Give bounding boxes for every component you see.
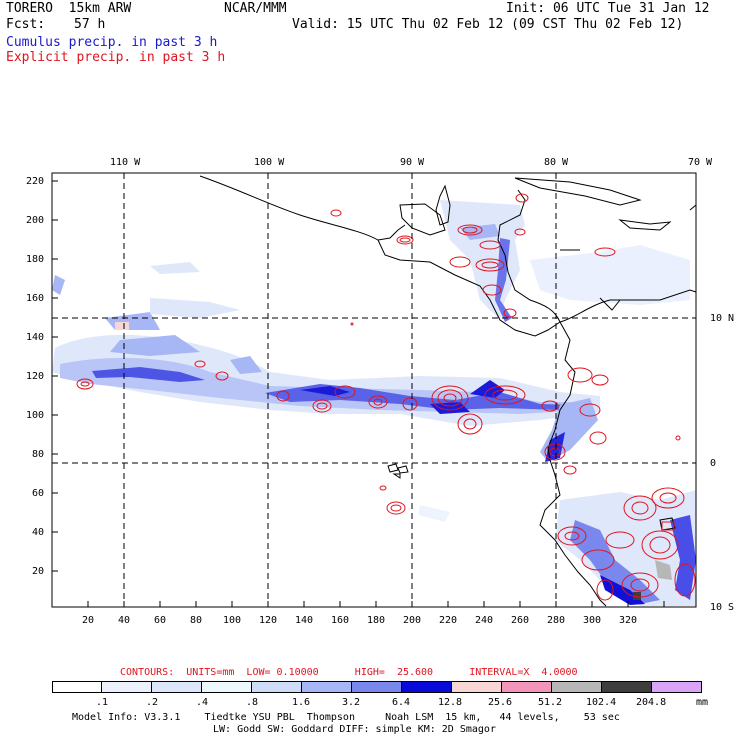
colorbar-label: 102.4	[586, 697, 617, 708]
colorbar-swatch	[601, 681, 652, 693]
forecast-label: Fcst:	[6, 17, 46, 32]
lat-lon-grid	[52, 173, 696, 607]
x-tick-label: 320	[619, 615, 638, 626]
lon-label-100w: 100 W	[254, 157, 285, 168]
forecast-hour: 57 h	[74, 17, 106, 32]
colorbar-swatch	[451, 681, 502, 693]
y-tick-label: 160	[26, 293, 45, 304]
lat-label-10s: 10 S	[710, 602, 735, 613]
colorbar-label: 6.4	[392, 697, 411, 708]
y-tick-label: 100	[26, 410, 45, 421]
lon-label-90w: 90 W	[400, 157, 425, 168]
x-tick-label: 40	[118, 615, 131, 626]
colorbar-swatch	[351, 681, 402, 693]
colorbar-swatch	[501, 681, 552, 693]
colorbar-swatch	[301, 681, 352, 693]
contour-info: CONTOURS: UNITS=mm LOW= 0.10000 HIGH= 25…	[120, 667, 578, 678]
lat-label-equator: 0	[710, 458, 717, 469]
cumulus-precip-legend: Cumulus precip. in past 3 h	[6, 35, 218, 50]
colorbar-swatch	[201, 681, 252, 693]
x-tick-label: 140	[295, 615, 314, 626]
colorbar-label: 12.8	[438, 697, 463, 708]
y-tick-label: 140	[26, 332, 45, 343]
x-tick-label: 180	[367, 615, 386, 626]
model-info: Model Info: V3.3.1 Tiedtke YSU PBL Thomp…	[72, 712, 620, 723]
y-tick-label: 220	[26, 176, 45, 187]
x-tick-label: 100	[223, 615, 242, 626]
organization-label: NCAR/MMM	[224, 1, 287, 16]
x-tick-label: 220	[439, 615, 458, 626]
colorbar-label: 1.6	[292, 697, 311, 708]
y-tick-label: 180	[26, 254, 45, 265]
x-tick-label: 120	[259, 615, 278, 626]
lon-label-70w: 70 W	[688, 157, 713, 168]
colorbar-label: .1	[96, 697, 109, 708]
colorbar-label: .4	[196, 697, 209, 708]
colorbar-swatch	[551, 681, 602, 693]
colorbar-label: .8	[246, 697, 259, 708]
map-frame	[51, 172, 697, 608]
x-tick-label: 200	[403, 615, 422, 626]
lat-label-10n: 10 N	[710, 313, 735, 324]
y-tick-label: 80	[32, 449, 45, 460]
colorbar-swatch	[651, 681, 702, 693]
coastlines	[199, 175, 697, 607]
colorbar-label: 3.2	[342, 697, 361, 708]
explicit-precip-contours	[76, 193, 696, 601]
y-tick-label: 20	[32, 566, 45, 577]
x-tick-label: 260	[511, 615, 530, 626]
colorbar-swatch	[251, 681, 302, 693]
y-tick-label: 60	[32, 488, 45, 499]
colorbar-swatch	[151, 681, 202, 693]
explicit-precip-legend: Explicit precip. in past 3 h	[6, 50, 226, 65]
x-tick-label: 160	[331, 615, 350, 626]
model-physics-info: LW: Godd SW: Goddard DIFF: simple KM: 2D…	[213, 724, 496, 735]
x-tick-label: 300	[583, 615, 602, 626]
x-tick-label: 60	[154, 615, 167, 626]
colorbar-swatch	[52, 681, 102, 693]
colorbar-label: 51.2	[538, 697, 563, 708]
y-tick-label: 200	[26, 215, 45, 226]
valid-time: Valid: 15 UTC Thu 02 Feb 12 (09 CST Thu …	[292, 17, 684, 32]
y-tick-label: 40	[32, 527, 45, 538]
init-time: Init: 06 UTC Tue 31 Jan 12	[506, 1, 710, 16]
colorbar-unit: mm	[696, 697, 709, 708]
lon-label-110w: 110 W	[110, 157, 141, 168]
colorbar-swatch	[101, 681, 152, 693]
y-tick-label: 120	[26, 371, 45, 382]
x-tick-label: 80	[190, 615, 203, 626]
colorbar-label: .2	[146, 697, 159, 708]
colorbar-label: 204.8	[636, 697, 667, 708]
colorbar-label: 25.6	[488, 697, 513, 708]
lon-label-80w: 80 W	[544, 157, 569, 168]
model-title: TORERO 15km ARW	[6, 1, 132, 16]
x-tick-label: 20	[82, 615, 95, 626]
colorbar-swatch	[401, 681, 452, 693]
x-tick-label: 280	[547, 615, 566, 626]
axis-tick-marks	[52, 180, 665, 607]
x-tick-label: 240	[475, 615, 494, 626]
